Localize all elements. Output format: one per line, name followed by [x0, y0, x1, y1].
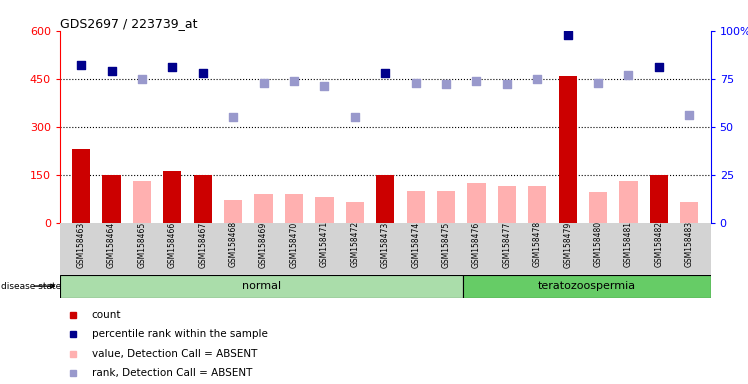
Bar: [468, 183, 485, 223]
Bar: [346, 202, 364, 223]
Bar: [376, 175, 394, 223]
Bar: [463, 275, 711, 298]
Point: [379, 70, 391, 76]
Bar: [60, 275, 463, 298]
Point: [622, 72, 634, 78]
Bar: [194, 175, 212, 223]
Bar: [163, 171, 182, 223]
Point: [653, 64, 665, 70]
Text: GDS2697 / 223739_at: GDS2697 / 223739_at: [60, 17, 197, 30]
Text: percentile rank within the sample: percentile rank within the sample: [91, 329, 268, 339]
Text: value, Detection Call = ABSENT: value, Detection Call = ABSENT: [91, 349, 257, 359]
Bar: [133, 181, 151, 223]
Bar: [224, 200, 242, 223]
Bar: [680, 202, 699, 223]
Point: [470, 78, 482, 84]
Text: rank, Detection Call = ABSENT: rank, Detection Call = ABSENT: [91, 368, 252, 378]
Point: [684, 112, 696, 118]
Bar: [559, 76, 577, 223]
Point: [410, 79, 422, 86]
Point: [531, 76, 543, 82]
Bar: [437, 191, 456, 223]
Bar: [72, 149, 91, 223]
Point: [288, 78, 300, 84]
Point: [592, 79, 604, 86]
Point: [257, 79, 269, 86]
Bar: [406, 191, 425, 223]
Text: normal: normal: [242, 281, 280, 291]
Bar: [102, 175, 120, 223]
Point: [105, 68, 117, 74]
Bar: [497, 186, 516, 223]
Point: [562, 31, 574, 38]
Point: [166, 64, 178, 70]
Point: [319, 83, 331, 89]
Point: [440, 81, 452, 88]
Bar: [285, 194, 303, 223]
Text: count: count: [91, 310, 121, 320]
Bar: [528, 186, 546, 223]
Point: [501, 81, 513, 88]
Bar: [619, 181, 637, 223]
Point: [227, 114, 239, 120]
Text: teratozoospermia: teratozoospermia: [538, 281, 636, 291]
Point: [75, 62, 87, 68]
Bar: [589, 192, 607, 223]
Point: [197, 70, 209, 76]
Point: [136, 76, 148, 82]
Bar: [315, 197, 334, 223]
Bar: [650, 175, 668, 223]
Bar: [254, 194, 273, 223]
Point: [349, 114, 361, 120]
Text: disease state: disease state: [1, 281, 61, 291]
